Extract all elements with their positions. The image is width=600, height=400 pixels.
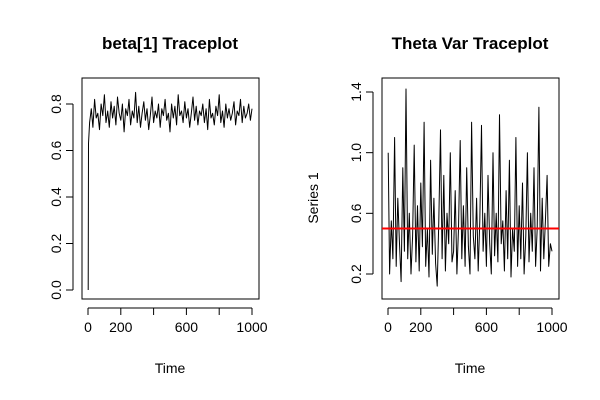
x-tick-label-left: 600 xyxy=(175,319,199,335)
chart-title-right: Theta Var Traceplot xyxy=(392,34,549,53)
series-line-right-0 xyxy=(387,88,553,287)
y-tick-label-right: 0.6 xyxy=(348,203,364,223)
y-tick-label-left: 0.8 xyxy=(48,94,64,114)
plot-box-right xyxy=(381,77,560,300)
y-axis-left: 0.0 0.2 0.4 0.6 0.8 xyxy=(48,94,74,300)
y-tick-label-left: 0.6 xyxy=(48,141,64,161)
y-tick-label-right: 0.2 xyxy=(348,264,364,284)
y-tick-label-left: 0.0 xyxy=(48,280,64,300)
series-group-left xyxy=(87,91,253,291)
x-axis-label-left: Time xyxy=(155,360,186,376)
series-line-left-0 xyxy=(87,91,253,291)
y-tick-label-right: 1.0 xyxy=(348,143,364,163)
x-tick-label-right: 600 xyxy=(475,319,499,335)
x-tick-label-right: 1000 xyxy=(536,319,567,335)
x-axis-right: 0 200 600 1000 xyxy=(384,307,568,335)
chart-title-left: beta[1] Traceplot xyxy=(102,34,238,53)
x-axis-label-right: Time xyxy=(455,360,486,376)
y-axis-right: 0.2 0.6 1.0 1.4 xyxy=(348,82,374,284)
x-tick-label-right: 0 xyxy=(384,319,392,335)
series-group-right xyxy=(382,88,559,287)
y-tick-label-left: 0.2 xyxy=(48,234,64,254)
y-tick-label-left: 0.4 xyxy=(48,187,64,207)
x-tick-label-right: 200 xyxy=(409,319,433,335)
x-tick-label-left: 0 xyxy=(84,319,92,335)
y-tick-label-right: 1.4 xyxy=(348,82,364,102)
chart-panel-right: Theta Var Traceplot Time Series 1 0 200 60… xyxy=(305,34,568,376)
x-tick-label-left: 1000 xyxy=(236,319,267,335)
chart-panel-left: beta[1] Traceplot Time 0 200 600 1000 0.00.… xyxy=(48,34,268,376)
plot-box-left xyxy=(81,77,260,300)
x-tick-label-left: 200 xyxy=(109,319,133,335)
x-axis-left: 0 200 600 1000 xyxy=(84,307,268,335)
y-axis-label-right: Series 1 xyxy=(305,172,321,224)
